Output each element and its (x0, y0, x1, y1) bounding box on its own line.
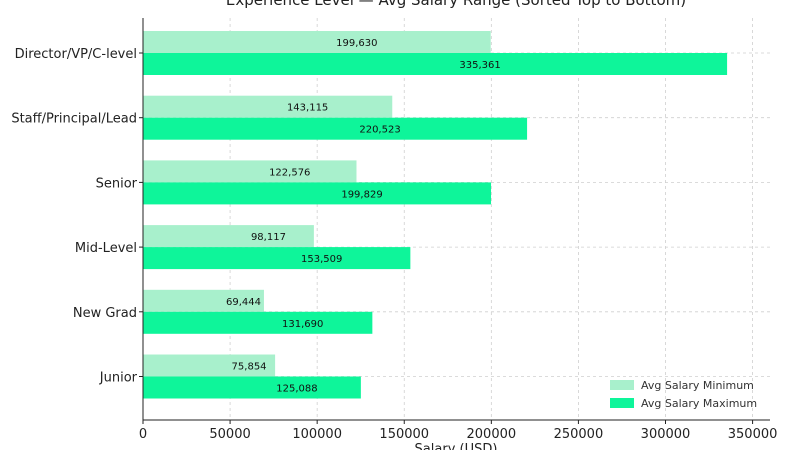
x-tick-label: 300000 (641, 427, 691, 442)
y-category-label: Mid-Level (75, 241, 137, 256)
x-tick-label: 100000 (292, 427, 342, 442)
bar-maximum (143, 247, 411, 270)
bar-minimum (143, 160, 357, 183)
bar-label-minimum: 98,117 (251, 232, 286, 243)
bar-label-maximum: 335,361 (459, 60, 500, 71)
y-category-label: Senior (96, 176, 138, 191)
bar-label-maximum: 199,829 (341, 189, 382, 200)
x-tick-label: 250000 (554, 427, 604, 442)
bar-minimum (143, 289, 264, 312)
y-category-label: Director/VP/C-level (15, 47, 137, 62)
bar-minimum (143, 354, 276, 377)
labels-layer: 199,630 335,361 143,115 220,523 122,576 199,8… (226, 38, 501, 395)
x-tick-label: 200000 (467, 427, 517, 442)
bar-label-minimum: 143,115 (287, 103, 328, 114)
bar-maximum (143, 182, 492, 205)
y-category-label: New Grad (73, 306, 137, 321)
y-category-label: Staff/Principal/Lead (11, 112, 137, 127)
bar-maximum (143, 117, 528, 140)
bar-label-minimum: 199,630 (336, 38, 377, 49)
bar-maximum (143, 53, 728, 75)
chart-title: Experience Level — Avg Salary Range (Sor… (226, 0, 686, 9)
bar-label-minimum: 122,576 (269, 167, 310, 178)
legend-swatch-maximum (610, 398, 634, 408)
x-tick-label: 350000 (728, 427, 778, 442)
x-axis-title: Salary (USD) (415, 442, 498, 450)
legend-label-minimum: Avg Salary Minimum (641, 379, 754, 392)
bar-label-maximum: 220,523 (359, 125, 400, 136)
bars-layer (143, 31, 728, 399)
bar-minimum (143, 95, 393, 118)
legend-label-maximum: Avg Salary Maximum (641, 397, 757, 410)
bar-maximum (143, 311, 373, 334)
x-tick-label: 150000 (379, 427, 429, 442)
y-category-label: Junior (99, 371, 138, 386)
bar-label-maximum: 131,690 (282, 319, 323, 330)
legend: Avg Salary Minimum Avg Salary Maximum (610, 379, 757, 410)
bar-label-minimum: 69,444 (226, 297, 261, 308)
bar-label-maximum: 125,088 (276, 384, 317, 395)
bar-minimum (143, 225, 314, 248)
x-tick-label: 50000 (209, 427, 250, 442)
bar-maximum (143, 376, 361, 399)
bar-label-minimum: 75,854 (232, 362, 267, 373)
bar-minimum (143, 31, 491, 53)
bar-label-maximum: 153,509 (301, 254, 342, 265)
axes-layer: 0 50000 100000 150000 200000 250000 300000 3500… (11, 18, 777, 442)
x-tick-label: 0 (139, 427, 147, 442)
legend-swatch-minimum (610, 380, 634, 390)
